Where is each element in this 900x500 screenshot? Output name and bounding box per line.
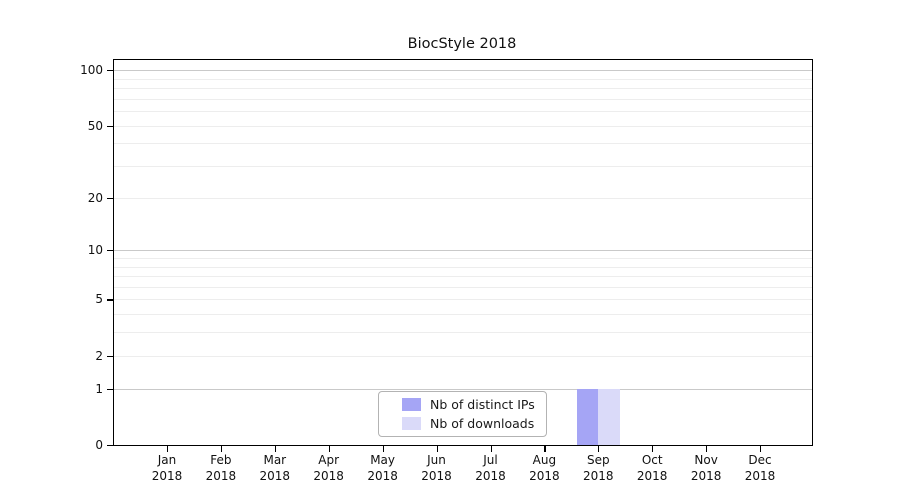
x-tick-Dec: [760, 446, 762, 452]
legend-label-distinct-ips: Nb of distinct IPs: [430, 397, 535, 412]
y-tick-2: [107, 355, 114, 357]
x-tick-Mar: [274, 446, 276, 452]
y-gridline-minor-9: [114, 257, 812, 259]
y-gridline-minor-7: [114, 276, 812, 278]
y-gridline-minor-8: [114, 266, 812, 268]
x-tick-Feb: [220, 446, 223, 452]
x-tick-Apr: [328, 446, 330, 452]
y-gridline-major-1: [114, 388, 812, 390]
y-tick-50: [107, 125, 114, 127]
y-tick-label-50: 50: [87, 118, 103, 133]
y-gridline-minor-20: [114, 197, 812, 199]
y-gridline-minor-2: [114, 355, 812, 357]
y-gridline-minor-3: [114, 332, 812, 334]
legend-label-downloads: Nb of downloads: [430, 416, 535, 431]
y-tick-100: [107, 70, 114, 72]
y-tick-label-20: 20: [87, 190, 103, 205]
y-tick-label-100: 100: [80, 63, 103, 78]
x-tick-label-May: May 2018: [367, 453, 398, 483]
x-tick-label-Mar: Mar 2018: [259, 453, 291, 483]
y-tick-0: [107, 445, 114, 447]
y-tick-5: [107, 299, 114, 301]
y-tick-label-0: 0: [95, 438, 103, 452]
x-tick-label-Jun: Jun 2018: [421, 453, 452, 483]
x-tick-label-Oct: Oct 2018: [636, 453, 668, 483]
x-tick-Oct: [652, 446, 654, 452]
legend-entry-distinct-ips: Nb of distinct IPs: [402, 397, 538, 412]
x-tick-label-Dec: Dec 2018: [744, 453, 776, 483]
x-tick-label-Nov: Nov 2018: [690, 453, 722, 483]
legend: Nb of distinct IPs Nb of downloads: [378, 391, 547, 437]
y-tick-10: [107, 250, 114, 252]
x-tick-Jul: [490, 446, 492, 452]
x-tick-label-Apr: Apr 2018: [313, 453, 344, 483]
x-tick-Sep: [598, 446, 600, 452]
y-tick-label-1: 1: [95, 381, 103, 396]
y-gridline-minor-30: [114, 166, 812, 167]
y-gridline-minor-90: [114, 78, 812, 80]
x-tick-Jun: [436, 446, 438, 452]
y-gridline-major-10: [114, 250, 812, 252]
x-tick-May: [382, 446, 384, 452]
y-tick-label-5: 5: [95, 292, 103, 307]
y-gridline-minor-70: [114, 98, 812, 100]
x-tick-label-Jul: Jul 2018: [475, 453, 506, 483]
y-gridline-minor-50: [114, 125, 812, 127]
y-tick-label-2: 2: [95, 348, 103, 363]
bar-Sep-downloads: [598, 388, 620, 445]
y-gridline-minor-4: [114, 314, 812, 316]
y-tick-label-10: 10: [87, 243, 103, 258]
chart-title: BiocStyle 2018: [407, 36, 517, 52]
bar-Sep-distinct-ips: [576, 388, 599, 445]
y-gridline-minor-60: [114, 111, 812, 112]
x-tick-Nov: [706, 446, 708, 452]
x-tick-label-Feb: Feb 2018: [205, 453, 237, 483]
x-tick-Aug: [544, 446, 546, 452]
plot-area: [113, 59, 813, 446]
legend-swatch-distinct-ips: [402, 398, 421, 411]
y-gridline-minor-80: [114, 88, 812, 89]
x-tick-label-Jan: Jan 2018: [151, 453, 183, 483]
y-gridline-minor-40: [114, 143, 812, 145]
y-tick-20: [107, 197, 114, 199]
y-gridline-major-100: [114, 70, 812, 72]
x-tick-label-Sep: Sep 2018: [583, 453, 614, 483]
y-tick-1: [107, 388, 114, 390]
y-gridline-minor-5: [114, 299, 812, 301]
legend-entry-downloads: Nb of downloads: [402, 416, 538, 431]
x-tick-label-Aug: Aug 2018: [529, 453, 560, 483]
x-tick-Jan: [167, 446, 169, 452]
y-gridline-minor-6: [114, 286, 812, 288]
legend-swatch-downloads: [402, 417, 421, 430]
